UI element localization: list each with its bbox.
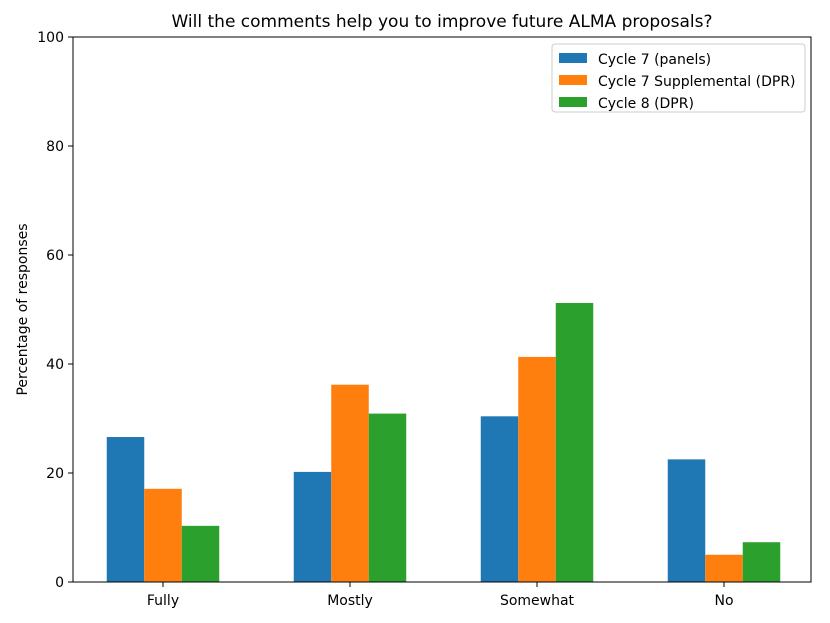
legend-label: Cycle 7 (panels) xyxy=(598,52,711,68)
bar-fully-series-1 xyxy=(106,437,145,582)
y-axis: 0 20 40 60 80 100 xyxy=(37,30,73,591)
plot-frame xyxy=(72,36,812,583)
legend: Cycle 7 (panels) Cycle 7 Supplemental (DP… xyxy=(551,43,806,113)
x-tick-label: Somewhat xyxy=(500,593,575,609)
legend-label: Cycle 8 (DPR) xyxy=(598,96,694,112)
bar-fully-series-3 xyxy=(181,525,220,582)
bar-mostly-series-2 xyxy=(331,384,369,582)
bar-fully-series-2 xyxy=(144,488,182,582)
legend-swatch xyxy=(559,97,587,107)
y-axis-label: Percentage of responses xyxy=(15,223,31,395)
chart-title: Will the comments help you to improve fu… xyxy=(172,12,713,32)
y-tick-label: 60 xyxy=(46,248,64,264)
bar-no-series-3 xyxy=(742,542,781,582)
legend-frame xyxy=(551,43,806,113)
bar-somewhat-series-1 xyxy=(480,416,519,582)
x-tick-label: Mostly xyxy=(327,593,373,609)
legend-label: Cycle 7 Supplemental (DPR) xyxy=(598,74,796,90)
y-tick-label: 40 xyxy=(46,357,64,373)
y-tick-label: 100 xyxy=(37,30,64,46)
bars-group xyxy=(106,302,781,582)
bar-somewhat-series-3 xyxy=(555,302,594,582)
x-tick-label: No xyxy=(714,593,733,609)
legend-swatch xyxy=(559,53,587,63)
bar-somewhat-series-2 xyxy=(518,356,556,582)
bar-mostly-series-3 xyxy=(368,413,407,582)
x-axis: Fully Mostly Somewhat No xyxy=(147,582,734,609)
bar-no-series-1 xyxy=(667,459,706,582)
legend-swatch xyxy=(559,75,587,85)
bar-mostly-series-1 xyxy=(293,471,332,582)
x-tick-label: Fully xyxy=(147,593,179,609)
y-tick-label: 0 xyxy=(55,575,64,591)
y-tick-label: 80 xyxy=(46,139,64,155)
bar-no-series-2 xyxy=(705,554,743,582)
y-tick-label: 20 xyxy=(46,466,64,482)
